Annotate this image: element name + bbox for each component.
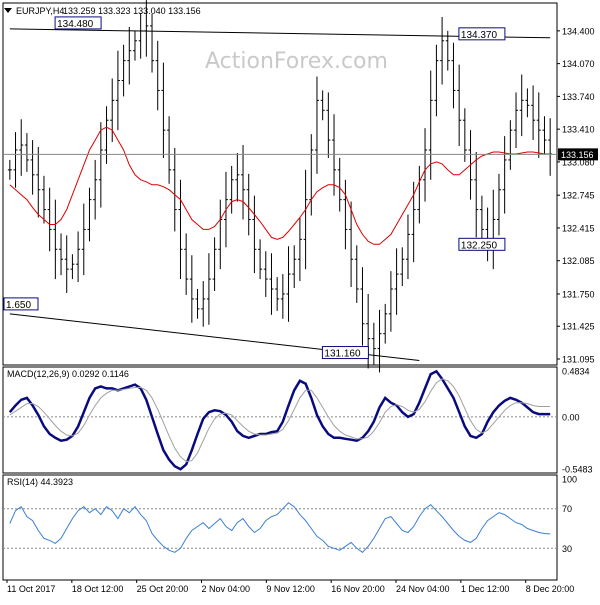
rsi-panel: RSI(14) 44.3923 bbox=[3, 477, 557, 553]
macd-signal-line bbox=[9, 378, 551, 463]
price-y-tick-label: 132.085 bbox=[562, 256, 595, 266]
price-label-box bbox=[458, 237, 506, 251]
price-label-box bbox=[54, 16, 102, 30]
x-tick-label: 1 Dec 12:00 bbox=[461, 584, 510, 594]
price-y-tick-label: 132.415 bbox=[562, 223, 595, 233]
header-symbol: EURJPY,H4 bbox=[16, 6, 64, 16]
price-label-box bbox=[3, 297, 39, 311]
macd-frame bbox=[2, 366, 558, 474]
price-label-text: 131.160 bbox=[324, 349, 361, 360]
price-y-tick-label: 132.745 bbox=[562, 191, 595, 201]
macd-y-tick-label: 0.4834 bbox=[562, 367, 590, 377]
rsi-line bbox=[9, 502, 551, 553]
x-tick-label: 25 Oct 20:00 bbox=[137, 584, 189, 594]
x-tick-label: 18 Oct 12:00 bbox=[72, 584, 124, 594]
macd-y-tick-label: 0.00 bbox=[562, 412, 580, 422]
price-y-tick-label: 131.425 bbox=[562, 322, 595, 332]
price-y-tick-label: 133.080 bbox=[562, 157, 595, 167]
rsi-frame bbox=[2, 474, 558, 581]
price-label-box bbox=[458, 27, 506, 41]
macd-title: MACD(12,26,9) 0.0292 0.1146 bbox=[7, 369, 129, 379]
macd-y-tick-label: -0.5483 bbox=[562, 465, 593, 475]
macd-panel: MACD(12,26,9) 0.0292 0.1146 bbox=[3, 369, 557, 471]
rsi-title: RSI(14) 44.3923 bbox=[7, 477, 73, 487]
price-label-text: 134.480 bbox=[57, 19, 94, 30]
axis-labels: 134.400 134.070 133.740 133.410 133.156133.0… bbox=[6, 26, 598, 594]
price-y-tick-label: 133.740 bbox=[562, 92, 595, 102]
header-ohlc: 133.259 133.323 133.040 133.156 bbox=[63, 6, 201, 16]
rsi-y-tick-label: 100 bbox=[562, 475, 577, 485]
macd-line bbox=[8, 369, 551, 471]
price-y-tick-label: 131.750 bbox=[562, 289, 595, 299]
x-tick-label: 16 Nov 20:00 bbox=[331, 584, 385, 594]
price-label-text: 132.250 bbox=[461, 240, 498, 251]
current-price-label: 133.156 bbox=[561, 150, 594, 160]
x-tick-label: 24 Nov 04:00 bbox=[396, 584, 450, 594]
price-y-tick-label: 134.070 bbox=[562, 59, 595, 69]
x-tick-label: 9 Nov 12:00 bbox=[266, 584, 315, 594]
price-label-text: 1.650 bbox=[6, 300, 31, 311]
watermark-text: ActionForex.com bbox=[205, 49, 388, 74]
moving-average-line bbox=[9, 126, 551, 245]
price-y-tick-label: 131.095 bbox=[562, 355, 595, 365]
x-tick-label: 8 Dec 20:00 bbox=[526, 584, 575, 594]
price-y-tick-label: 134.400 bbox=[562, 26, 595, 36]
x-tick-label: 2 Nov 04:00 bbox=[202, 584, 251, 594]
price-panel: 134.480 134.370 1.650 131.160 132.250 bbox=[3, 0, 557, 373]
collapse-arrow-icon[interactable] bbox=[4, 8, 12, 13]
current-price-box bbox=[558, 148, 598, 161]
price-label-text: 134.370 bbox=[461, 30, 498, 41]
price-label-box bbox=[321, 346, 369, 360]
panel-frames bbox=[2, 2, 558, 581]
price-y-tick-label: 133.410 bbox=[562, 125, 595, 135]
x-tick-label: 11 Oct 2017 bbox=[7, 584, 55, 594]
rsi-y-tick-label: 30 bbox=[562, 544, 572, 554]
rsi-y-tick-label: 70 bbox=[562, 504, 572, 514]
